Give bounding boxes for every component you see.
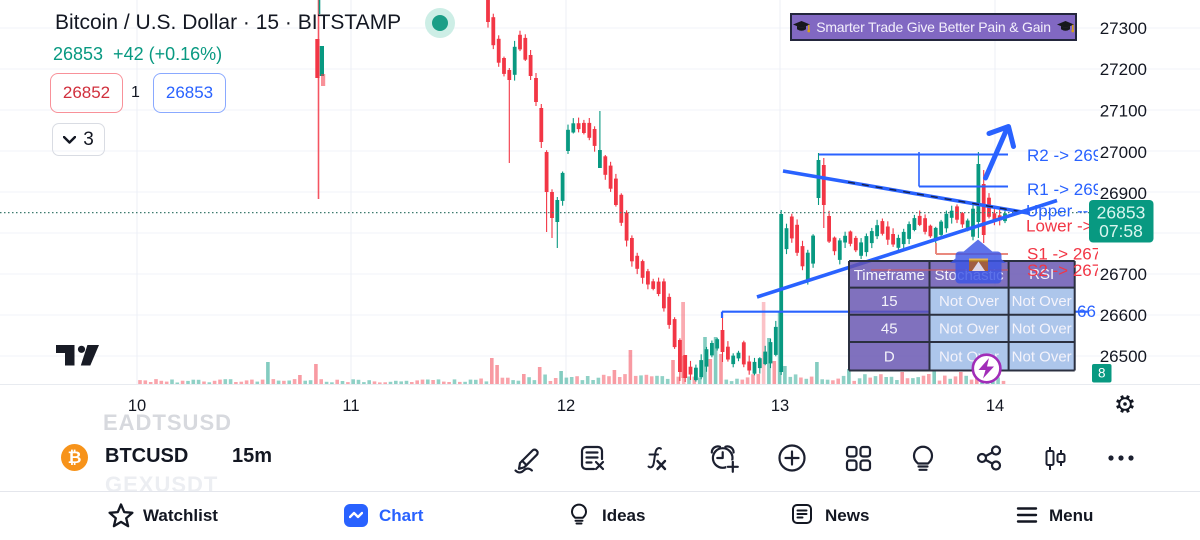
svg-text:27100: 27100: [1100, 102, 1147, 121]
svg-text:Lower -> 26: Lower -> 26: [1026, 217, 1116, 236]
svg-text:14: 14: [986, 397, 1004, 415]
svg-text:S2 -> 267: S2 -> 267: [1027, 261, 1101, 280]
svg-text:12: 12: [557, 397, 575, 415]
svg-text:Not Over: Not Over: [1012, 293, 1072, 310]
svg-text:D: D: [884, 348, 895, 365]
svg-text:Upper --> 2: Upper --> 2: [1026, 202, 1112, 221]
svg-text:26900: 26900: [1100, 184, 1147, 203]
svg-text:Not Over: Not Over: [1012, 348, 1072, 365]
svg-text:26700: 26700: [1100, 265, 1147, 284]
svg-text:66: 66: [1077, 302, 1096, 321]
svg-text:11: 11: [342, 397, 359, 415]
svg-text:45: 45: [881, 320, 898, 337]
svg-text:8: 8: [1098, 366, 1106, 381]
svg-text:Timeframe: Timeframe: [854, 267, 925, 284]
svg-text:27300: 27300: [1100, 19, 1147, 38]
svg-text:27200: 27200: [1100, 60, 1147, 79]
svg-text:R1 -> 2692: R1 -> 2692: [1027, 180, 1112, 199]
svg-text:26600: 26600: [1100, 306, 1147, 325]
svg-text:S1 -> 267: S1 -> 267: [1027, 245, 1101, 264]
svg-text:RSI: RSI: [1029, 266, 1054, 283]
svg-text:Not Over: Not Over: [939, 320, 999, 337]
svg-text:15: 15: [881, 293, 898, 310]
svg-text:26500: 26500: [1100, 347, 1147, 366]
svg-text:27000: 27000: [1100, 143, 1147, 162]
svg-text:26853: 26853: [1097, 203, 1146, 223]
svg-text:10: 10: [128, 397, 146, 415]
svg-text:Not Over: Not Over: [1012, 320, 1072, 337]
svg-text:13: 13: [771, 397, 789, 415]
svg-text:R2 -> 2695: R2 -> 2695: [1027, 146, 1112, 165]
svg-text:07:58: 07:58: [1099, 221, 1143, 241]
svg-text:Not Over: Not Over: [939, 293, 999, 310]
